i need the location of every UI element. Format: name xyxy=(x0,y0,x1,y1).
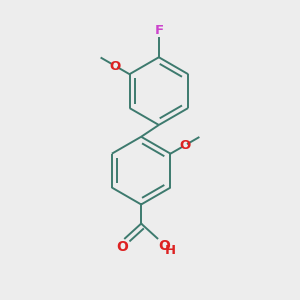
Text: O: O xyxy=(117,240,129,254)
Text: H: H xyxy=(165,244,176,257)
Text: O: O xyxy=(110,60,121,73)
Text: F: F xyxy=(154,24,164,37)
Text: O: O xyxy=(158,239,170,253)
Text: O: O xyxy=(179,139,190,152)
